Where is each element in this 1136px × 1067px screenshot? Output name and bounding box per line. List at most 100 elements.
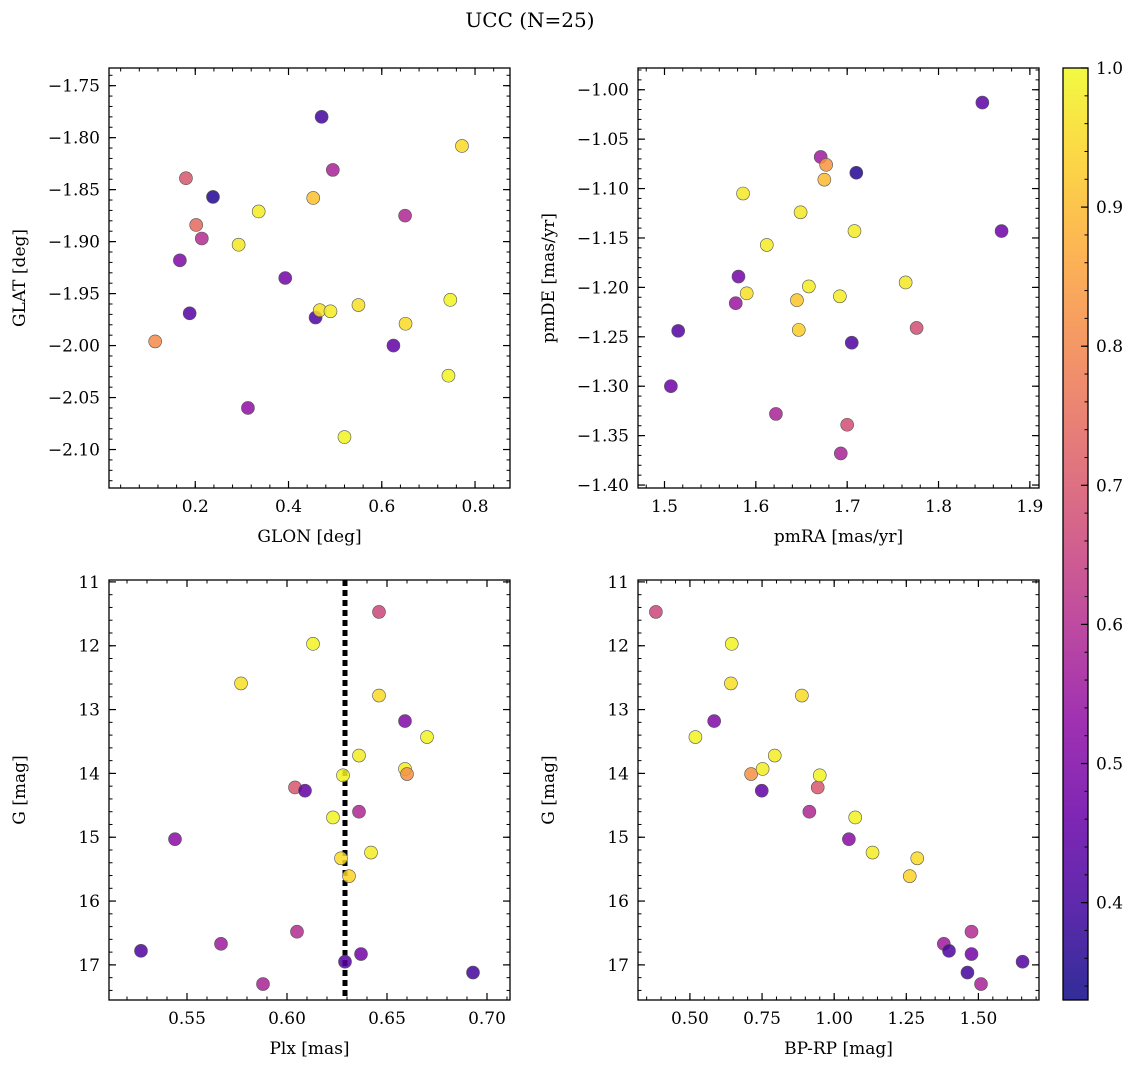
y-tick-label: 15 — [607, 828, 629, 848]
y-tick-label: 11 — [607, 573, 629, 593]
x-tick-label: 1.25 — [887, 1009, 925, 1029]
data-point — [290, 924, 304, 939]
data-point — [844, 335, 859, 350]
scatter-panel-4: 0.50 0.75 1.00 1.25 1.50 11 12 13 14 15 16 17 BP-RP … — [539, 573, 1040, 1059]
data-point — [759, 238, 774, 252]
y-tick-label: 15 — [78, 828, 100, 848]
data-point — [336, 768, 350, 783]
data-point — [352, 748, 366, 763]
data-point — [671, 324, 685, 338]
colorbar-tick-label: 0.6 — [1096, 615, 1123, 635]
data-point — [739, 286, 754, 301]
y-tick-label: −2.00 — [48, 337, 100, 357]
minor-ticks — [109, 68, 510, 488]
y-axis-label: G [mag] — [10, 755, 30, 824]
x-tick-label: 0.60 — [268, 1009, 306, 1029]
axes-frame — [108, 579, 511, 1001]
scatter-panel-2: 1.5 1.6 1.7 1.8 1.9 −1.00 −1.05 −1.10 −1.15 −1.20… — [539, 67, 1043, 547]
y-tick-label: −1.20 — [577, 278, 629, 298]
x-tick-label: 1.50 — [959, 1009, 997, 1029]
y-tick-label: −1.10 — [577, 180, 629, 200]
x-tick-label: 1.00 — [815, 1009, 853, 1029]
y-axis-label: G [mag] — [539, 755, 559, 824]
y-tick-label: −1.95 — [48, 285, 100, 305]
data-point — [278, 271, 293, 285]
x-axis-label: BP-RP [mag] — [784, 1039, 893, 1059]
data-point — [790, 293, 804, 308]
data-point — [849, 165, 864, 180]
data-point — [214, 937, 228, 951]
y-axis-label: GLAT [deg] — [10, 229, 30, 327]
x-axis-label: GLON [deg] — [257, 527, 361, 547]
x-tick-label: 0.55 — [168, 1009, 206, 1029]
y-tick-label: 17 — [607, 956, 629, 976]
x-tick-label: 0.70 — [468, 1009, 506, 1029]
data-point — [728, 296, 743, 311]
data-point — [443, 293, 458, 307]
axes-frame — [108, 67, 511, 489]
data-point — [352, 804, 366, 819]
x-tick-label: 0.2 — [182, 497, 209, 517]
data-point — [256, 977, 270, 991]
y-tick-label: −1.00 — [577, 81, 629, 101]
data-point — [441, 368, 456, 383]
data-point — [649, 605, 663, 619]
data-point — [909, 321, 924, 335]
data-point — [372, 605, 386, 619]
data-point — [173, 253, 187, 268]
data-point — [1015, 954, 1030, 969]
data-point — [398, 316, 413, 331]
data-point — [840, 417, 854, 432]
y-tick-label: 14 — [78, 764, 100, 784]
y-tick-label: 16 — [607, 892, 629, 912]
minor-ticks — [638, 580, 1039, 1000]
data-point — [231, 237, 246, 252]
data-point — [942, 944, 956, 958]
x-tick-label: 0.8 — [462, 497, 489, 517]
data-point — [326, 810, 340, 825]
data-point — [420, 730, 434, 744]
y-tick-label: 14 — [607, 764, 629, 784]
x-tick-label: 0.6 — [368, 497, 395, 517]
data-point — [182, 306, 197, 321]
data-point — [688, 730, 703, 744]
y-tick-label: 12 — [78, 637, 100, 657]
data-point — [354, 947, 368, 961]
data-point — [755, 762, 770, 776]
data-point — [964, 924, 979, 939]
y-axis-label: pmDE [mas/yr] — [539, 213, 559, 343]
data-point — [398, 208, 412, 223]
minor-ticks — [638, 68, 1039, 488]
data-point — [206, 190, 220, 204]
data-point — [724, 637, 739, 651]
data-point — [975, 95, 990, 110]
x-tick-label: 0.50 — [671, 1009, 709, 1029]
scatter-panel-3: 0.55 0.60 0.65 0.70 11 12 13 14 15 16 17 Plx [mas] G… — [10, 573, 511, 1059]
colorbar-tick-label: 0.4 — [1096, 894, 1123, 914]
data-point — [134, 944, 148, 958]
data-point — [338, 954, 352, 969]
colorbar-tick-label: 0.7 — [1096, 476, 1123, 496]
data-point — [802, 279, 816, 294]
data-point — [795, 688, 809, 703]
data-point — [148, 334, 162, 349]
data-point — [351, 298, 366, 312]
y-tick-label: −1.40 — [577, 476, 629, 496]
x-tick-label: 0.65 — [368, 1009, 406, 1029]
data-point — [664, 379, 678, 394]
data-point — [364, 845, 378, 860]
data-point — [731, 269, 746, 284]
data-point — [769, 407, 783, 421]
y-tick-label: −1.35 — [577, 427, 629, 447]
data-point — [754, 783, 769, 798]
colorbar-tick-label: 0.5 — [1096, 755, 1123, 775]
colorbar-tick-label: 0.9 — [1096, 198, 1123, 218]
data-point — [241, 401, 255, 415]
data-point — [744, 767, 758, 781]
colorbar-tick-label: 0.8 — [1096, 337, 1123, 357]
y-tick-label: 13 — [607, 701, 629, 721]
colorbar-gradient — [1062, 67, 1089, 1001]
data-point — [386, 338, 401, 353]
y-tick-label: −1.90 — [48, 233, 100, 253]
x-tick-label: 0.75 — [743, 1009, 781, 1029]
